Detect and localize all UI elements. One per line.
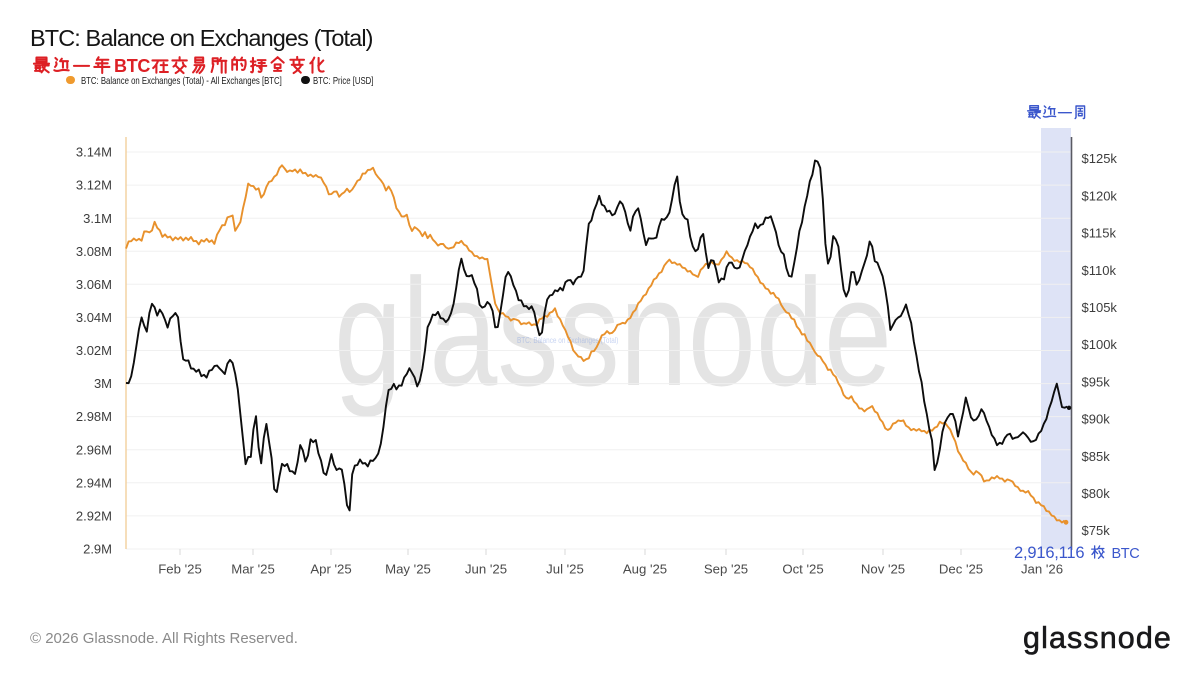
svg-text:2.96M: 2.96M (76, 442, 112, 457)
svg-text:$100k: $100k (1082, 337, 1118, 352)
svg-text:May '25: May '25 (385, 562, 431, 577)
svg-text:Dec '25: Dec '25 (939, 562, 983, 577)
svg-text:Sep '25: Sep '25 (704, 562, 748, 577)
svg-text:$115k: $115k (1082, 226, 1117, 241)
svg-text:Mar '25: Mar '25 (231, 562, 275, 577)
svg-text:$105k: $105k (1082, 300, 1118, 315)
svg-text:$80k: $80k (1082, 486, 1111, 501)
svg-text:3.14M: 3.14M (76, 145, 112, 160)
svg-text:2.98M: 2.98M (76, 409, 112, 424)
svg-text:Aug '25: Aug '25 (623, 562, 667, 577)
svg-text:3.08M: 3.08M (76, 244, 112, 259)
svg-text:3.06M: 3.06M (76, 277, 112, 292)
svg-text:Jun '25: Jun '25 (465, 562, 507, 577)
svg-text:3.1M: 3.1M (83, 211, 112, 226)
svg-text:3.04M: 3.04M (76, 310, 112, 325)
svg-text:BTC: BTC (114, 56, 150, 76)
svg-text:2.94M: 2.94M (76, 475, 112, 490)
svg-text:2,916,116: 2,916,116 (1014, 544, 1084, 562)
svg-text:3M: 3M (94, 376, 112, 391)
svg-text:$90k: $90k (1082, 412, 1111, 427)
svg-text:Nov '25: Nov '25 (861, 562, 905, 577)
svg-text:$95k: $95k (1082, 374, 1111, 389)
svg-text:$75k: $75k (1082, 523, 1111, 538)
svg-text:$120k: $120k (1082, 188, 1118, 203)
svg-text:Feb '25: Feb '25 (158, 562, 202, 577)
svg-text:3.02M: 3.02M (76, 343, 112, 358)
svg-text:2.92M: 2.92M (76, 509, 112, 524)
svg-text:$85k: $85k (1082, 449, 1111, 464)
svg-text:Oct '25: Oct '25 (782, 562, 823, 577)
svg-text:Jul '25: Jul '25 (546, 562, 584, 577)
svg-text:Apr '25: Apr '25 (310, 562, 351, 577)
svg-text:$125k: $125k (1082, 151, 1118, 166)
svg-text:2.9M: 2.9M (83, 542, 112, 557)
svg-text:$110k: $110k (1082, 263, 1117, 278)
svg-text:BTC: BTC (1112, 546, 1140, 562)
svg-text:Jan '26: Jan '26 (1021, 562, 1063, 577)
svg-text:3.12M: 3.12M (76, 178, 112, 193)
